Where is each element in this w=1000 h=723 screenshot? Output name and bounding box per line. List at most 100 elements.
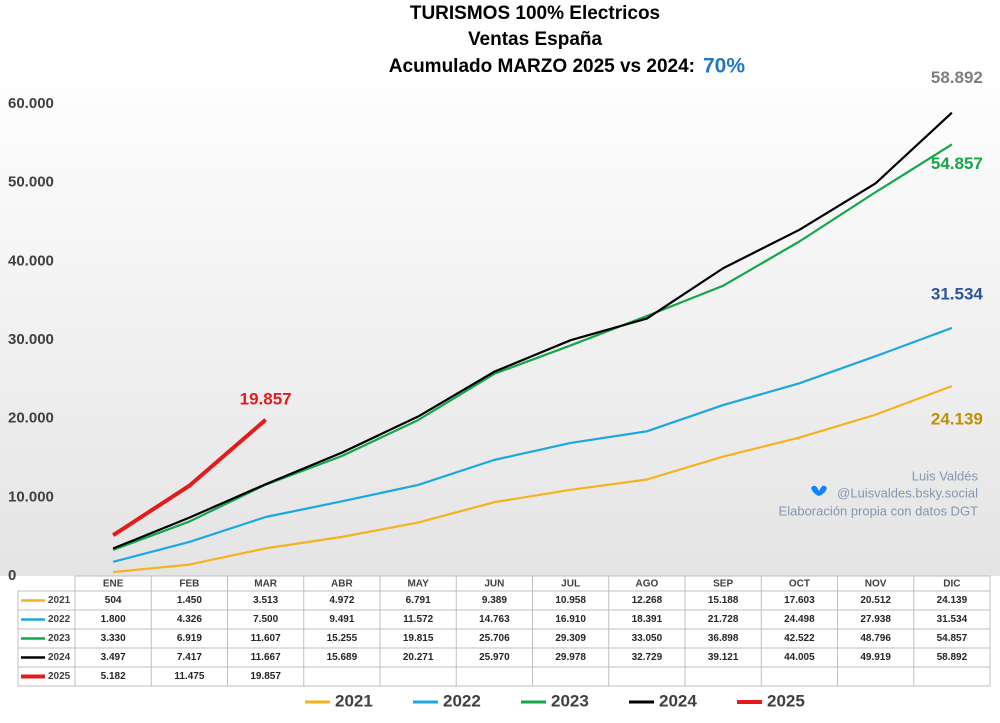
table-cell: 58.892 [937, 652, 968, 663]
x-tick-label: MAR [254, 579, 278, 590]
table-cell: 9.389 [482, 595, 507, 606]
series-line [112, 111, 953, 550]
annotation: Luis Valdés [912, 468, 979, 483]
y-tick-label: 30.000 [8, 331, 54, 348]
legend-label: 2021 [335, 691, 373, 710]
table-cell: 9.491 [329, 614, 354, 625]
table-cell: 29.978 [555, 652, 586, 663]
end-label: 24.139 [931, 410, 983, 429]
chart-title: Acumulado MARZO 2025 vs 2024: [389, 56, 695, 77]
table-cell: 15.689 [327, 652, 358, 663]
table-cell: 6.791 [406, 595, 431, 606]
table-cell: 11.572 [403, 614, 433, 625]
table-cell: 16.910 [555, 614, 586, 625]
legend-label: 2023 [551, 691, 589, 710]
annotation: @Luisvaldes.bsky.social [837, 485, 978, 500]
table-cell: 25.970 [479, 652, 510, 663]
x-tick-label: AGO [635, 579, 658, 590]
table-cell: 49.919 [860, 652, 891, 663]
table-cell: 24.139 [937, 595, 968, 606]
series-line [113, 385, 953, 574]
y-tick-label: 10.000 [8, 488, 54, 505]
table-cell: 29.309 [555, 633, 586, 644]
table-cell: 3.513 [253, 595, 278, 606]
table-cell: 11.667 [251, 652, 281, 663]
y-tick-label: 60.000 [8, 95, 54, 112]
table-cell: 11.475 [174, 671, 204, 682]
x-tick-label: SEP [713, 579, 733, 590]
table-row-name: 2025 [48, 671, 71, 682]
x-tick-label: JUL [561, 579, 580, 590]
table-cell: 31.534 [937, 614, 968, 625]
table-cell: 48.796 [860, 633, 891, 644]
table-cell: 10.958 [555, 595, 586, 606]
x-tick-label: OCT [789, 579, 810, 590]
table-cell: 504 [105, 595, 122, 606]
table-row-name: 2024 [48, 652, 71, 663]
table-cell: 14.763 [479, 614, 510, 625]
table-row-name: 2021 [48, 595, 71, 606]
y-tick-label: 20.000 [8, 410, 54, 427]
table-cell: 36.898 [708, 633, 739, 644]
chart-title: Ventas España [468, 29, 603, 50]
y-tick-label: 0 [8, 567, 16, 584]
chart-title: TURISMOS 100% Electricos [410, 3, 660, 24]
table-cell: 7.417 [177, 652, 202, 663]
plot-background [0, 60, 1000, 576]
table-row-name: 2022 [48, 614, 71, 625]
table-cell: 20.512 [860, 595, 891, 606]
table-cell: 20.271 [403, 652, 434, 663]
x-tick-label: NOV [865, 579, 887, 590]
table-cell: 19.815 [403, 633, 434, 644]
table-cell: 1.450 [177, 595, 202, 606]
table-cell: 32.729 [632, 652, 663, 663]
table-cell: 19.857 [250, 671, 281, 682]
table-cell: 3.330 [101, 633, 126, 644]
end-label: 31.534 [931, 284, 984, 303]
table-cell: 21.728 [708, 614, 739, 625]
table-cell: 6.919 [177, 633, 202, 644]
table-row-name: 2023 [48, 633, 71, 644]
table-cell: 4.972 [329, 595, 354, 606]
table-cell: 5.182 [101, 671, 126, 682]
table-cell: 25.706 [479, 633, 510, 644]
end-label: 19.857 [240, 389, 292, 408]
series-line [112, 418, 267, 537]
legend-label: 2025 [767, 691, 805, 710]
y-tick-label: 50.000 [8, 174, 54, 191]
table-bg [17, 590, 991, 687]
table-cell: 12.268 [632, 595, 663, 606]
x-tick-label: FEB [179, 579, 199, 590]
x-tick-label: DIC [943, 579, 960, 590]
x-tick-label: ABR [331, 579, 353, 590]
table-cell: 33.050 [632, 633, 663, 644]
table-cell: 4.326 [177, 614, 202, 625]
table-cell: 17.603 [784, 595, 815, 606]
table-cell: 1.800 [101, 614, 126, 625]
table-cell: 11.607 [251, 633, 281, 644]
title-highlight: 70% [703, 55, 745, 78]
table-cell: 42.522 [784, 633, 815, 644]
x-tick-label: ENE [103, 579, 124, 590]
table-cell: 15.188 [708, 595, 739, 606]
table-cell: 39.121 [708, 652, 739, 663]
table-cell: 18.391 [632, 614, 663, 625]
x-tick-label: MAY [407, 579, 429, 590]
table-cell: 3.497 [101, 652, 126, 663]
end-label: 58.892 [931, 68, 983, 87]
table-cell: 44.005 [784, 652, 815, 663]
series-line [112, 326, 953, 563]
table-cell: 24.498 [784, 614, 815, 625]
y-tick-label: 40.000 [8, 252, 54, 269]
table-cell: 7.500 [253, 614, 278, 625]
x-tick-label: JUN [484, 579, 504, 590]
table-cell: 27.938 [860, 614, 891, 625]
legend-label: 2024 [659, 691, 697, 710]
end-label: 54.857 [931, 154, 983, 173]
legend-label: 2022 [443, 691, 481, 710]
table-cell: 15.255 [327, 633, 358, 644]
table-cell: 54.857 [937, 633, 968, 644]
annotation: Elaboración propia con datos DGT [779, 503, 979, 518]
bluesky-icon [811, 485, 827, 496]
